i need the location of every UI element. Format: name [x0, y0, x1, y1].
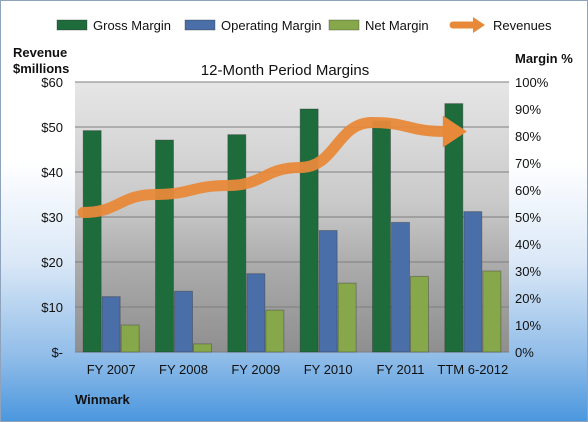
left-tick-label: $20: [41, 255, 63, 270]
legend-label-operating-margin: Operating Margin: [221, 18, 321, 33]
bar-gross-margin: [155, 139, 174, 353]
bar-gross-margin: [82, 130, 102, 353]
left-axis-title-line2: $millions: [13, 61, 69, 76]
legend-label-gross-margin: Gross Margin: [93, 18, 171, 33]
legend-swatch-net-margin: [328, 19, 360, 31]
bar-operating-margin: [174, 290, 193, 353]
right-tick-label: 10%: [515, 318, 541, 333]
bar-gross-margin: [444, 103, 464, 353]
left-axis-title-line1: Revenue: [13, 45, 67, 60]
company-name: Winmark: [75, 392, 131, 407]
bar-net-margin: [410, 275, 429, 353]
bar-net-margin: [193, 343, 212, 353]
right-tick-label: 40%: [515, 237, 541, 252]
right-tick-label: 60%: [515, 183, 541, 198]
bar-net-margin: [120, 324, 140, 353]
revenues-line-arrowhead: [442, 115, 467, 148]
x-tick-label: FY 2008: [159, 362, 208, 377]
right-tick-label: 100%: [515, 75, 549, 90]
left-tick-label: $30: [41, 210, 63, 225]
right-axis-title: Margin %: [515, 51, 573, 66]
bar-operating-margin: [318, 230, 338, 353]
left-tick-label: $40: [41, 165, 63, 180]
right-tick-label: 20%: [515, 291, 541, 306]
right-tick-label: 50%: [515, 210, 541, 225]
revenues-line: [77, 116, 451, 218]
legend-swatch-gross-margin: [56, 19, 88, 31]
x-tick-label: FY 2007: [87, 362, 136, 377]
bar-net-margin: [265, 309, 285, 353]
x-tick-label: FY 2011: [377, 362, 425, 377]
bar-net-margin: [337, 282, 357, 353]
right-tick-label: 30%: [515, 264, 541, 279]
right-tick-label: 70%: [515, 156, 541, 171]
right-tick-label: 90%: [515, 102, 541, 117]
legend-label-revenues: Revenues: [493, 18, 552, 33]
bar-gross-margin: [299, 108, 319, 353]
bar-operating-margin: [246, 273, 266, 353]
legend-swatch-revenues-arrow: [473, 17, 485, 33]
x-tick-label: FY 2009: [231, 362, 280, 377]
left-tick-label: $60: [41, 75, 63, 90]
left-tick-label: $-: [51, 345, 63, 360]
left-tick-label: $10: [41, 300, 63, 315]
legend-swatch-operating-margin: [184, 19, 216, 31]
bar-operating-margin: [463, 211, 483, 353]
right-tick-label: 0%: [515, 345, 534, 360]
bar-gross-margin: [372, 120, 391, 353]
bar-gross-margin: [227, 134, 247, 353]
bar-operating-margin: [101, 296, 121, 353]
x-tick-label: TTM 6-2012: [437, 362, 508, 377]
right-tick-label: 80%: [515, 129, 541, 144]
legend-label-net-margin: Net Margin: [365, 18, 429, 33]
chart-title: 12-Month Period Margins: [201, 62, 369, 79]
x-tick-label: FY 2010: [304, 362, 353, 377]
bar-operating-margin: [391, 221, 410, 353]
bar-net-margin: [482, 270, 502, 353]
left-tick-label: $50: [41, 120, 63, 135]
